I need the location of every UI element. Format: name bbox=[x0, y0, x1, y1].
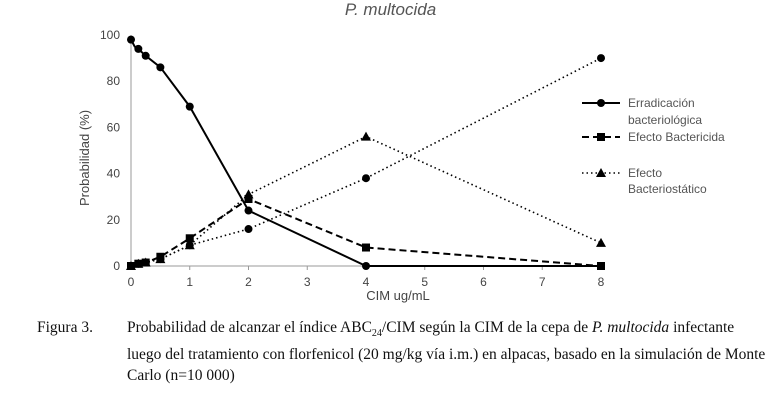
data-point bbox=[185, 234, 194, 243]
legend-marker-bacteriostatico bbox=[596, 168, 606, 177]
series-line bbox=[130, 57, 602, 267]
data-point bbox=[362, 262, 370, 270]
series-layer bbox=[126, 35, 606, 270]
caption-label: Figura 3. bbox=[37, 319, 93, 336]
data-point bbox=[362, 174, 370, 183]
data-point bbox=[185, 102, 194, 111]
data-point bbox=[244, 195, 253, 204]
data-point bbox=[362, 243, 370, 252]
data-point bbox=[141, 51, 150, 60]
y-tick-label: 20 bbox=[107, 213, 121, 227]
series-3 bbox=[127, 54, 605, 270]
x-tick-label: 7 bbox=[539, 275, 546, 289]
legend-label-bacteriostatico-2: Bacteriostático bbox=[628, 182, 707, 196]
data-point bbox=[185, 241, 194, 250]
legend-marker-erradicacion bbox=[597, 99, 605, 107]
x-tick-label: 4 bbox=[363, 275, 370, 289]
chart-title: P. multocida bbox=[344, 0, 437, 19]
legend-label-bacteriostatico-1: Efecto bbox=[628, 166, 662, 180]
caption-text: Probabilidad de alcanzar el índice ABC24… bbox=[127, 317, 767, 386]
figure-caption: Figura 3. Probabilidad de alcanzar el ín… bbox=[37, 317, 767, 386]
data-point bbox=[243, 189, 254, 199]
y-tick-label: 40 bbox=[107, 167, 121, 181]
data-point bbox=[596, 237, 606, 247]
series-0 bbox=[127, 35, 605, 270]
y-axis-title: Probabilidad (%) bbox=[77, 110, 92, 206]
series-1 bbox=[127, 195, 605, 270]
caption-text-2: /CIM según la CIM de la cepa de bbox=[381, 319, 592, 336]
y-tick-label: 0 bbox=[113, 259, 120, 273]
legend: Erradicación bacteriológica Efecto Bacte… bbox=[582, 96, 725, 196]
legend-marker-bactericida bbox=[597, 133, 605, 141]
data-point bbox=[361, 131, 371, 141]
x-tick-label: 8 bbox=[598, 275, 605, 289]
caption-organism: P. multocida bbox=[591, 319, 670, 336]
legend-label-erradicacion-2: bacteriológica bbox=[628, 113, 702, 127]
data-point bbox=[244, 225, 253, 234]
x-tick-label: 6 bbox=[480, 275, 487, 289]
series-line bbox=[130, 197, 602, 267]
data-point bbox=[141, 258, 150, 267]
data-point bbox=[597, 54, 605, 63]
y-tick-label: 80 bbox=[107, 74, 121, 88]
caption-text-3: infectante luego del tratamiento con flo… bbox=[127, 319, 766, 385]
caption-sub: 24 bbox=[371, 328, 382, 340]
x-tick-label: 5 bbox=[421, 275, 428, 289]
data-point bbox=[134, 259, 143, 268]
x-tick-label: 2 bbox=[245, 275, 252, 289]
x-tick-label: 0 bbox=[128, 275, 135, 289]
y-tick-label: 100 bbox=[100, 28, 120, 42]
x-tick-label: 1 bbox=[186, 275, 193, 289]
data-point bbox=[597, 262, 605, 270]
legend-label-bactericida: Efecto Bactericida bbox=[628, 130, 725, 144]
data-point bbox=[244, 206, 253, 215]
caption-text-1: Probabilidad de alcanzar el índice ABC bbox=[127, 319, 372, 336]
data-point bbox=[134, 44, 143, 53]
data-point bbox=[127, 262, 135, 270]
y-tick-label: 60 bbox=[107, 120, 121, 134]
data-point bbox=[156, 255, 165, 264]
x-axis-title: CIM ug/mL bbox=[366, 288, 430, 303]
data-point bbox=[156, 63, 165, 72]
legend-label-erradicacion-1: Erradicación bbox=[628, 96, 695, 110]
data-point bbox=[127, 35, 135, 44]
x-tick-label: 3 bbox=[304, 275, 311, 289]
series-line bbox=[130, 39, 601, 267]
